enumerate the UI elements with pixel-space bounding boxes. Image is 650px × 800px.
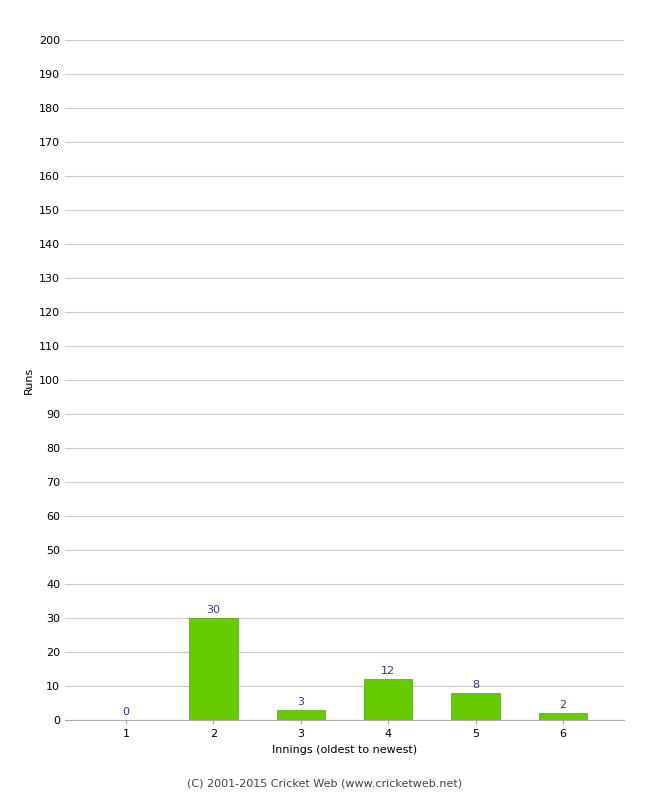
Bar: [539, 714, 587, 720]
Text: (C) 2001-2015 Cricket Web (www.cricketweb.net): (C) 2001-2015 Cricket Web (www.cricketwe…: [187, 778, 463, 788]
X-axis label: Innings (oldest to newest): Innings (oldest to newest): [272, 745, 417, 754]
Text: 0: 0: [123, 707, 129, 718]
Bar: [364, 679, 412, 720]
Text: 30: 30: [207, 606, 220, 615]
Text: 2: 2: [559, 701, 566, 710]
Y-axis label: Runs: Runs: [23, 366, 33, 394]
Text: 8: 8: [472, 680, 479, 690]
Bar: [189, 618, 237, 720]
Bar: [277, 710, 325, 720]
Text: 3: 3: [297, 697, 304, 707]
Bar: [452, 693, 500, 720]
Text: 12: 12: [381, 666, 395, 677]
